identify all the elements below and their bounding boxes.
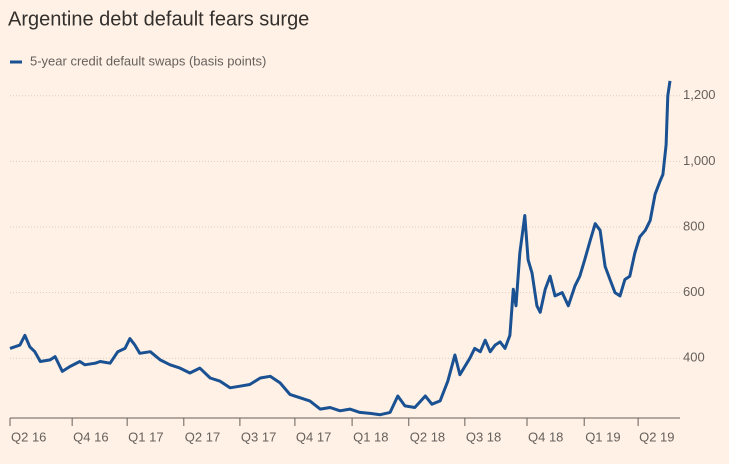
y-tick-label: 800 xyxy=(683,218,705,233)
x-tick-label: Q4 18 xyxy=(528,429,563,444)
data-line xyxy=(9,80,672,417)
x-tick-label: Q3 18 xyxy=(466,429,501,444)
x-tick-label: Q2 18 xyxy=(410,429,445,444)
x-tick-label: Q4 17 xyxy=(296,429,331,444)
y-tick-label: 400 xyxy=(683,350,705,365)
x-tick-label: Q2 19 xyxy=(639,429,674,444)
x-tick-label: Q3 17 xyxy=(241,429,276,444)
x-tick-label: Q1 18 xyxy=(353,429,388,444)
y-tick-label: 1,200 xyxy=(683,87,716,102)
y-tick-label: 600 xyxy=(683,284,705,299)
y-tick-label: 1,000 xyxy=(683,153,716,168)
legend-label: 5-year credit default swaps (basis point… xyxy=(30,53,266,68)
x-tick-label: Q1 19 xyxy=(585,429,620,444)
x-tick-label: Q2 16 xyxy=(11,429,46,444)
x-tick-label: Q4 16 xyxy=(73,429,108,444)
x-tick-label: Q2 17 xyxy=(185,429,220,444)
chart-title: Argentine debt default fears surge xyxy=(8,8,309,30)
x-tick-label: Q1 17 xyxy=(128,429,163,444)
